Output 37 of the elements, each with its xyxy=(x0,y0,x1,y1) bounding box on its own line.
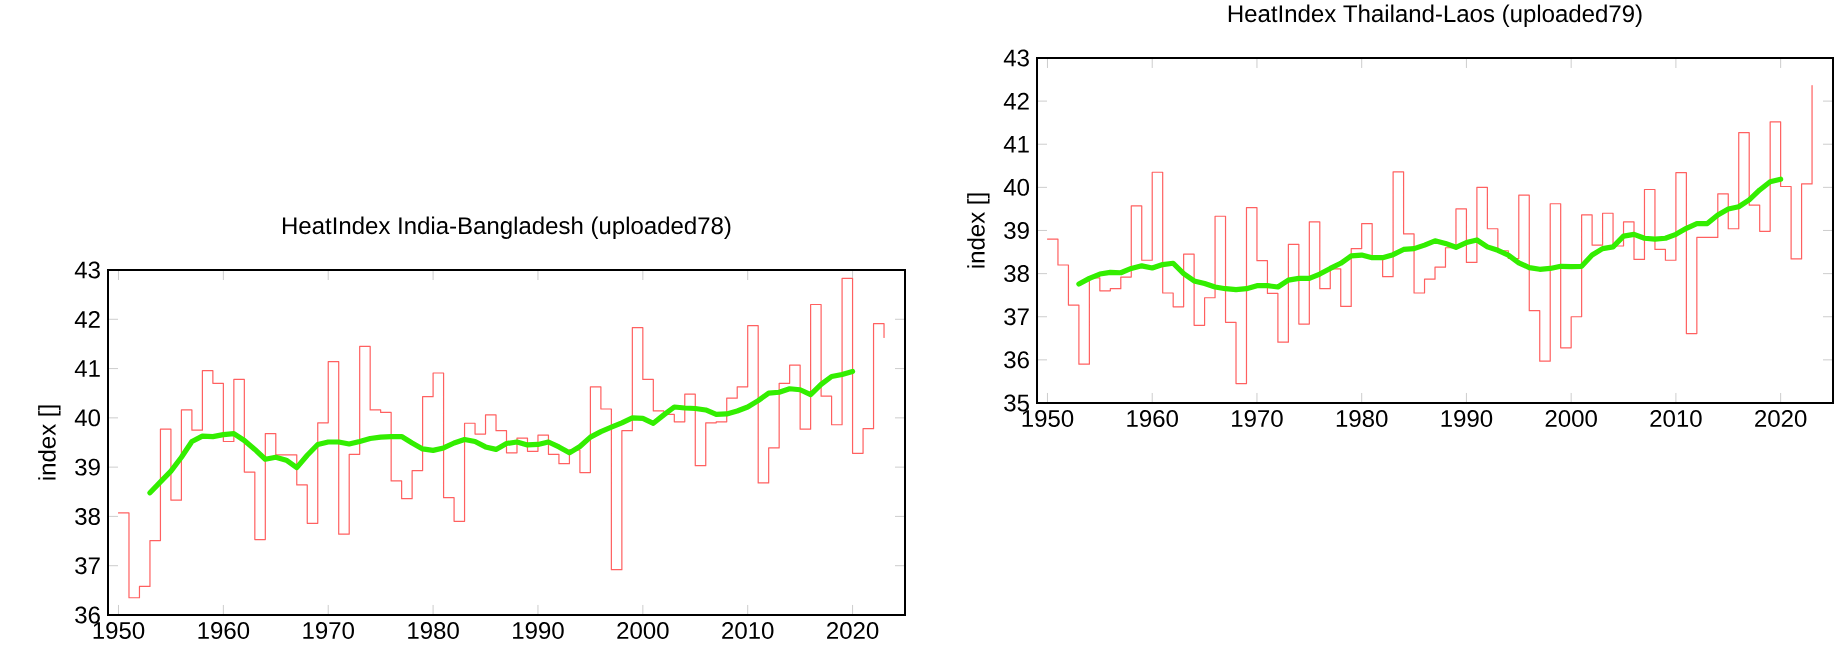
y-tick-label: 42 xyxy=(1003,92,1029,110)
x-tick-label: 2020 xyxy=(1755,410,1807,428)
y-tick-label: 40 xyxy=(1003,178,1030,196)
x-tick-label: 1960 xyxy=(198,622,250,640)
y-tick-label: 37 xyxy=(75,557,100,575)
y-tick-label: 41 xyxy=(74,360,100,377)
x-tick-label: 2000 xyxy=(617,622,669,640)
y-tick-label: 38 xyxy=(75,507,100,525)
y-tick-label: 35 xyxy=(1004,394,1029,412)
y-tick-label: 36 xyxy=(1004,351,1029,369)
x-tick-label: 1960 xyxy=(1127,410,1178,428)
chart-title: HeatIndex India-Bangladesh (uploaded78) xyxy=(282,216,731,239)
y-tick-label: 39 xyxy=(75,458,100,476)
y-axis-title: index [] xyxy=(38,405,61,480)
x-tick-label: 1970 xyxy=(1232,410,1283,428)
x-tick-label: 2010 xyxy=(722,622,774,640)
x-tick-label: 1980 xyxy=(408,622,459,640)
x-tick-label: 2000 xyxy=(1545,410,1597,428)
x-tick-label: 1950 xyxy=(93,622,145,640)
y-axis-title: index [] xyxy=(967,193,990,268)
x-tick-label: 2020 xyxy=(827,622,879,640)
x-tick-label: 1990 xyxy=(1441,410,1493,428)
y-tick-label: 43 xyxy=(74,261,100,279)
y-tick-label: 37 xyxy=(1004,308,1029,326)
y-tick-label: 40 xyxy=(74,409,101,427)
y-tick-label: 43 xyxy=(1003,49,1029,67)
chart-title: HeatIndex Thailand-Laos (uploaded79) xyxy=(1228,4,1642,27)
y-tick-label: 36 xyxy=(75,606,100,624)
x-tick-label: 1990 xyxy=(513,622,564,640)
y-tick-label: 42 xyxy=(74,310,100,328)
x-tick-label: 1980 xyxy=(1336,410,1388,428)
x-tick-label: 1950 xyxy=(1022,410,1074,428)
y-tick-label: 41 xyxy=(1003,135,1029,153)
x-tick-label: 1970 xyxy=(303,622,354,640)
x-tick-label: 2010 xyxy=(1650,410,1702,428)
y-tick-label: 39 xyxy=(1004,222,1029,239)
y-tick-label: 38 xyxy=(1004,265,1029,283)
